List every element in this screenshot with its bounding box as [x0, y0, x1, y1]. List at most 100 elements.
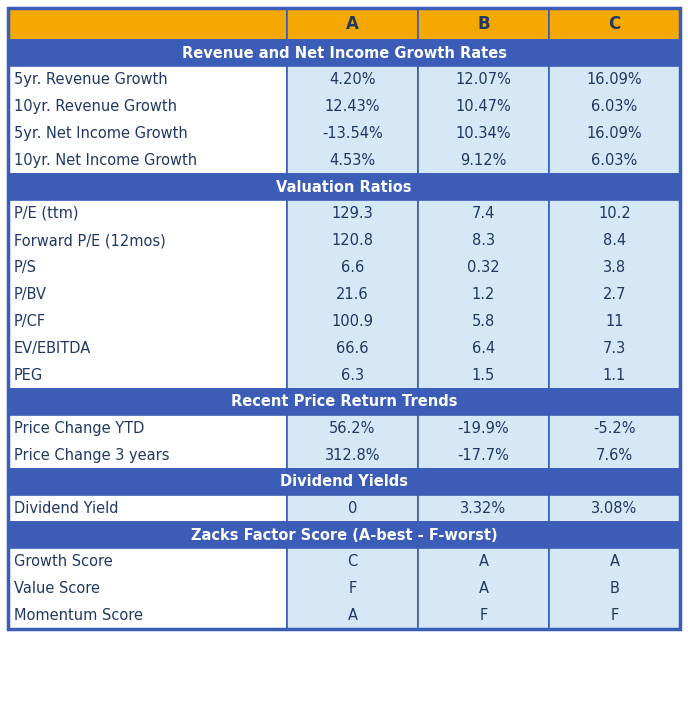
Text: Dividend Yield: Dividend Yield: [14, 501, 118, 516]
Bar: [287, 548, 418, 629]
Text: 0: 0: [347, 501, 357, 516]
Text: 6.6: 6.6: [341, 260, 364, 275]
Text: P/E (ttm): P/E (ttm): [14, 206, 78, 221]
Bar: [418, 8, 549, 40]
Bar: [287, 495, 418, 522]
Text: Dividend Yields: Dividend Yields: [280, 474, 408, 489]
Text: -13.54%: -13.54%: [322, 126, 383, 141]
Text: P/S: P/S: [14, 260, 37, 275]
Bar: [8, 389, 680, 415]
Text: P/CF: P/CF: [14, 314, 46, 329]
Text: 21.6: 21.6: [336, 287, 369, 302]
Text: EV/EBITDA: EV/EBITDA: [14, 341, 92, 356]
Bar: [418, 66, 549, 174]
Text: 12.43%: 12.43%: [325, 99, 380, 114]
Bar: [418, 200, 549, 389]
Text: A: A: [347, 608, 357, 623]
Bar: [418, 548, 549, 629]
Text: 312.8%: 312.8%: [325, 448, 380, 463]
Text: 8.4: 8.4: [603, 233, 626, 248]
Bar: [549, 548, 680, 629]
Text: 66.6: 66.6: [336, 341, 369, 356]
Text: -19.9%: -19.9%: [458, 421, 509, 436]
Bar: [8, 40, 680, 66]
Text: B: B: [477, 15, 490, 33]
Bar: [287, 415, 418, 469]
Text: 120.8: 120.8: [332, 233, 374, 248]
Text: 9.12%: 9.12%: [460, 153, 506, 168]
Text: 6.3: 6.3: [341, 368, 364, 383]
Text: Value Score: Value Score: [14, 581, 100, 596]
Bar: [8, 548, 287, 629]
Text: 4.20%: 4.20%: [329, 72, 376, 87]
Text: Forward P/E (12mos): Forward P/E (12mos): [14, 233, 166, 248]
Text: PEG: PEG: [14, 368, 43, 383]
Text: Price Change 3 years: Price Change 3 years: [14, 448, 169, 463]
Text: A: A: [346, 15, 359, 33]
Bar: [549, 495, 680, 522]
Bar: [8, 174, 680, 200]
Bar: [287, 66, 418, 174]
Text: 1.1: 1.1: [603, 368, 626, 383]
Text: Zacks Factor Score (A-best - F-worst): Zacks Factor Score (A-best - F-worst): [191, 528, 497, 542]
Text: 5yr. Net Income Growth: 5yr. Net Income Growth: [14, 126, 188, 141]
Text: 6.4: 6.4: [472, 341, 495, 356]
Text: 12.07%: 12.07%: [455, 72, 511, 87]
Text: 4.53%: 4.53%: [330, 153, 376, 168]
Text: 1.5: 1.5: [472, 368, 495, 383]
Text: B: B: [610, 581, 619, 596]
Text: 3.08%: 3.08%: [592, 501, 638, 516]
Bar: [549, 200, 680, 389]
Text: A: A: [610, 554, 619, 569]
Text: 16.09%: 16.09%: [587, 126, 643, 141]
Text: 7.6%: 7.6%: [596, 448, 633, 463]
Bar: [8, 8, 680, 629]
Text: 5.8: 5.8: [472, 314, 495, 329]
Text: 7.4: 7.4: [472, 206, 495, 221]
Text: P/BV: P/BV: [14, 287, 47, 302]
Bar: [8, 495, 287, 522]
Text: 129.3: 129.3: [332, 206, 374, 221]
Text: F: F: [610, 608, 619, 623]
Bar: [418, 495, 549, 522]
Text: 3.32%: 3.32%: [460, 501, 506, 516]
Bar: [287, 8, 418, 40]
Text: 5yr. Revenue Growth: 5yr. Revenue Growth: [14, 72, 168, 87]
Text: 8.3: 8.3: [472, 233, 495, 248]
Text: -5.2%: -5.2%: [593, 421, 636, 436]
Text: 3.8: 3.8: [603, 260, 626, 275]
Text: 10.47%: 10.47%: [455, 99, 511, 114]
Text: 10yr. Net Income Growth: 10yr. Net Income Growth: [14, 153, 197, 168]
Text: 56.2%: 56.2%: [330, 421, 376, 436]
Text: C: C: [608, 15, 621, 33]
Bar: [418, 415, 549, 469]
Text: 10yr. Revenue Growth: 10yr. Revenue Growth: [14, 99, 177, 114]
Text: 0.32: 0.32: [467, 260, 499, 275]
Bar: [549, 8, 680, 40]
Text: 10.34%: 10.34%: [455, 126, 511, 141]
Bar: [287, 200, 418, 389]
Bar: [8, 8, 287, 40]
Text: 11: 11: [605, 314, 624, 329]
Bar: [549, 66, 680, 174]
Text: Price Change YTD: Price Change YTD: [14, 421, 144, 436]
Text: 6.03%: 6.03%: [592, 153, 638, 168]
Text: A: A: [478, 554, 488, 569]
Bar: [8, 415, 287, 469]
Text: 16.09%: 16.09%: [587, 72, 643, 87]
Bar: [8, 66, 287, 174]
Text: Recent Price Return Trends: Recent Price Return Trends: [230, 395, 458, 410]
Text: 10.2: 10.2: [598, 206, 631, 221]
Text: 100.9: 100.9: [332, 314, 374, 329]
Bar: [8, 200, 287, 389]
Text: 2.7: 2.7: [603, 287, 626, 302]
Text: 1.2: 1.2: [472, 287, 495, 302]
Text: 6.03%: 6.03%: [592, 99, 638, 114]
Text: F: F: [348, 581, 356, 596]
Text: Momentum Score: Momentum Score: [14, 608, 143, 623]
Bar: [8, 469, 680, 495]
Text: Revenue and Net Income Growth Rates: Revenue and Net Income Growth Rates: [182, 45, 506, 60]
Bar: [8, 522, 680, 548]
Text: C: C: [347, 554, 358, 569]
Text: Growth Score: Growth Score: [14, 554, 113, 569]
